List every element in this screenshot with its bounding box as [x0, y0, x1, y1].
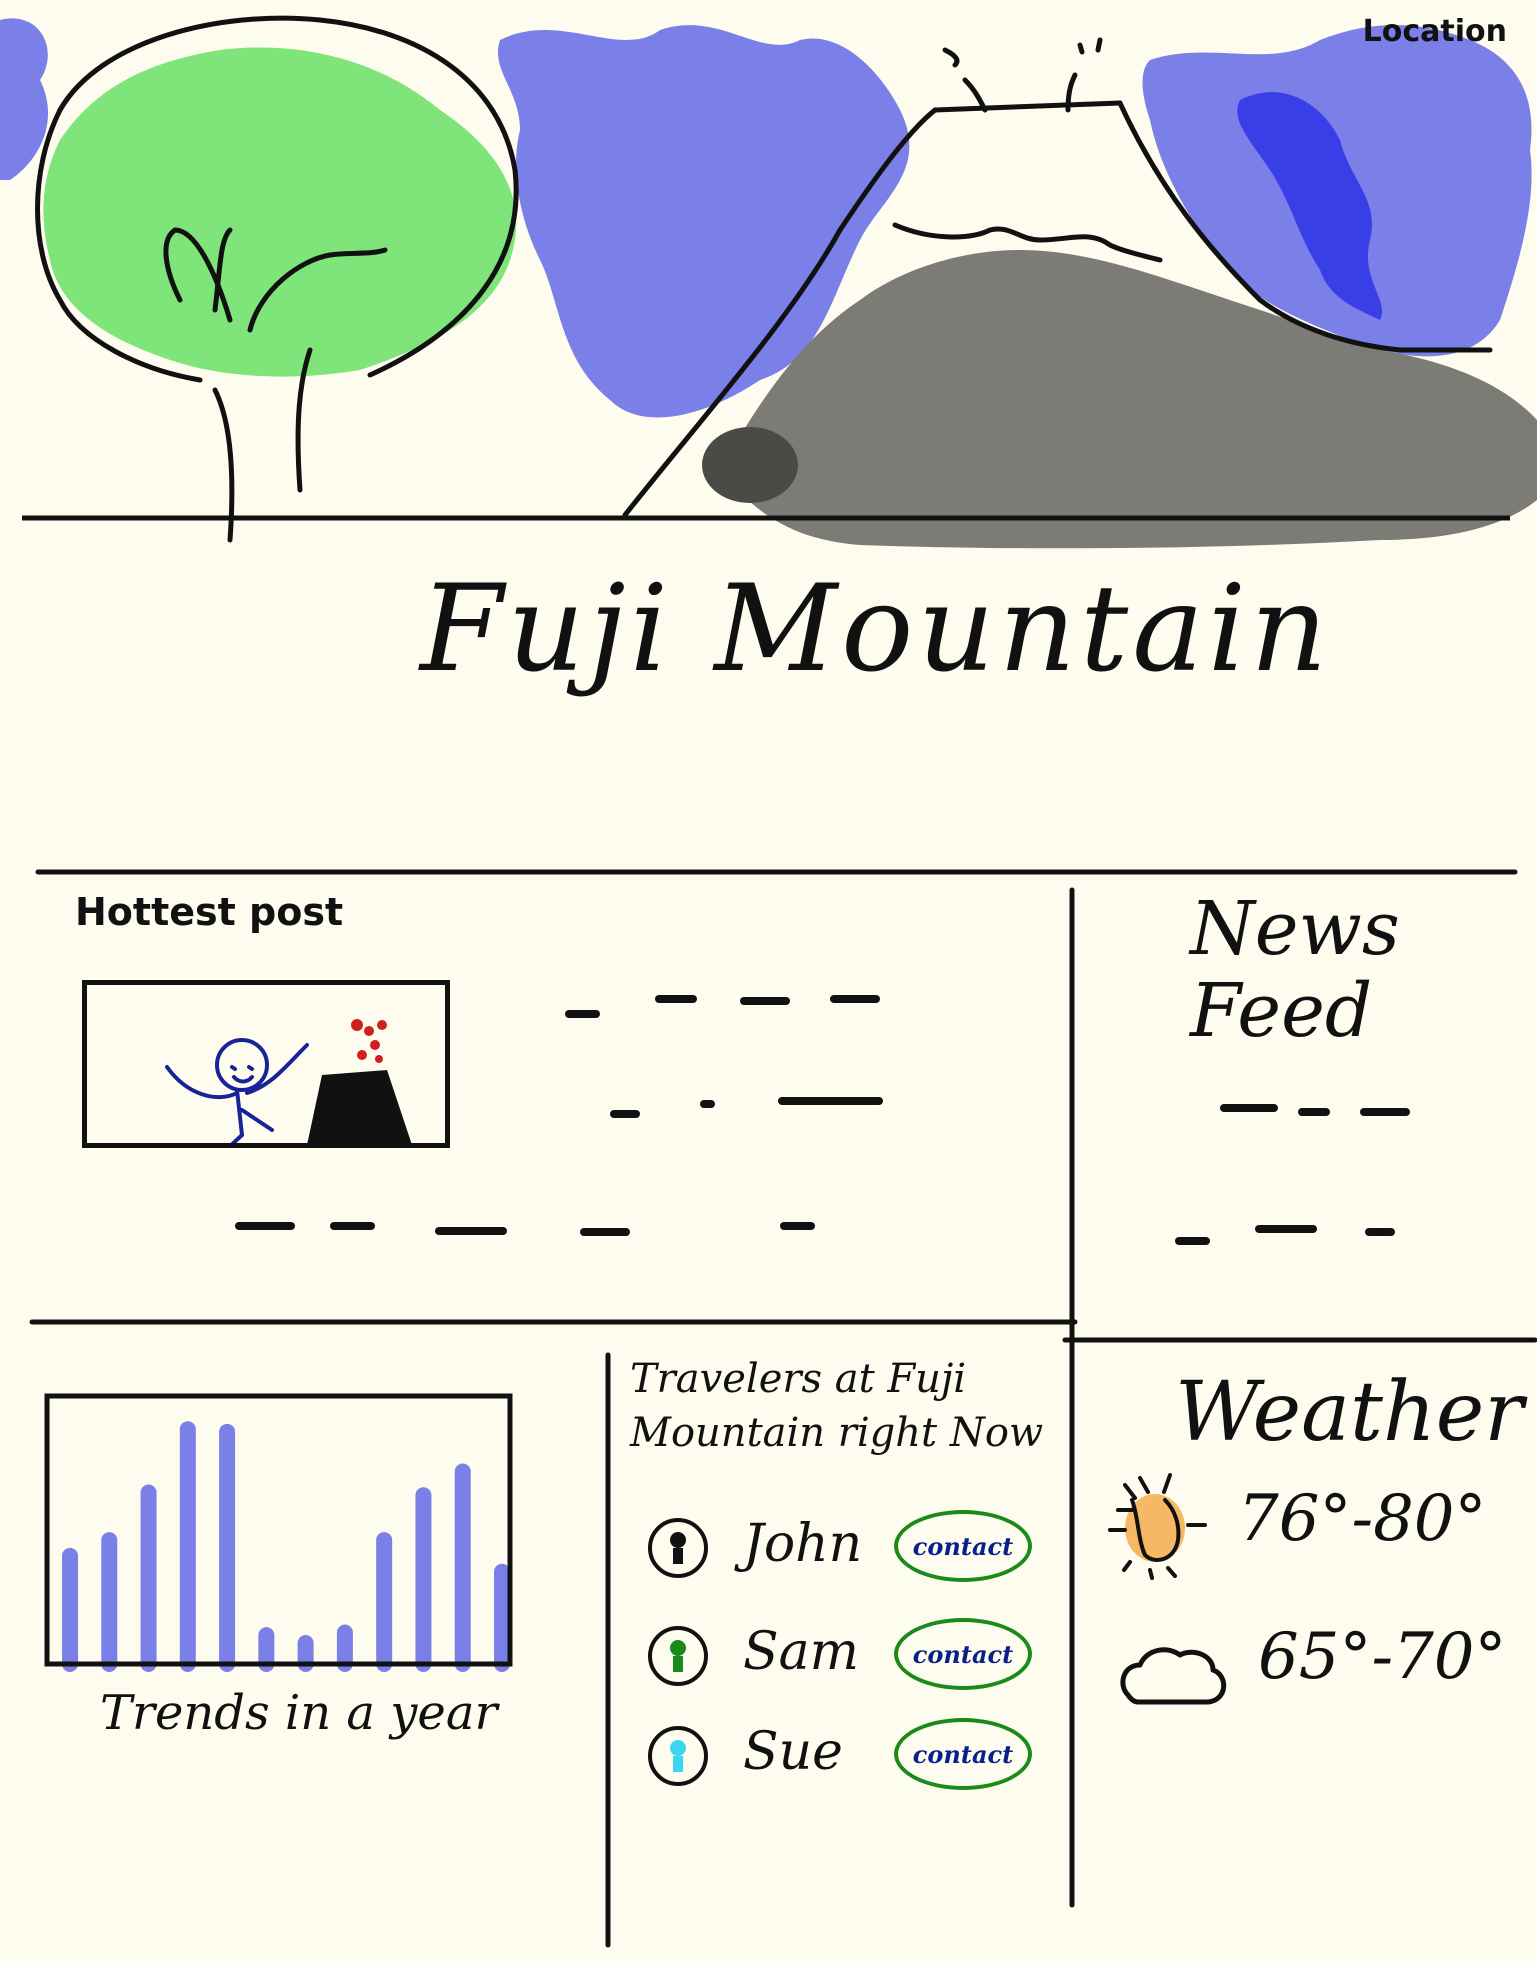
travelers-title-line1: Travelers at Fuji: [630, 1356, 967, 1402]
person-icon: [670, 1640, 686, 1672]
trend-bar: [454, 1463, 471, 1672]
trend-bar: [415, 1487, 432, 1672]
page-title: Fuji Mountain: [420, 560, 1332, 699]
traveler-name: John: [743, 1514, 863, 1574]
traveler-row: Sam contact: [648, 1618, 1048, 1698]
news-feed-title-line1: News: [1190, 886, 1400, 972]
news-feed-title: News Feed: [1190, 888, 1400, 1052]
weather-title: Weather: [1175, 1365, 1524, 1460]
trend-bars: [62, 1421, 510, 1672]
contact-button[interactable]: contact: [894, 1718, 1032, 1790]
weather-temp-range: 65°-70°: [1258, 1620, 1507, 1694]
news-feed-title-line2: Feed: [1190, 968, 1373, 1054]
sun-icon: [1108, 1473, 1207, 1580]
traveler-avatar[interactable]: [648, 1726, 708, 1786]
trend-bar: [179, 1421, 196, 1672]
tree-outline: [35, 15, 519, 543]
sky-dark-scribble: [1237, 92, 1383, 320]
trends-label: Trends in a year: [100, 1685, 498, 1741]
weather-temp-range: 76°-80°: [1238, 1482, 1487, 1556]
person-icon: [670, 1740, 686, 1772]
travelers-title-line2: Mountain right Now: [630, 1410, 1044, 1456]
trend-bar: [336, 1624, 353, 1672]
tree-foliage: [43, 47, 517, 377]
traveler-name: Sam: [743, 1622, 859, 1682]
mountain-icon: [622, 37, 1537, 549]
trends-chart[interactable]: [40, 1390, 520, 1690]
hero-banner: [0, 15, 1537, 549]
contact-button[interactable]: contact: [894, 1510, 1032, 1582]
cloud-icon: [1120, 1647, 1227, 1705]
person-icon: [670, 1532, 686, 1564]
traveler-avatar[interactable]: [648, 1626, 708, 1686]
trend-bar: [258, 1627, 275, 1672]
hottest-post-label: Hottest post: [75, 890, 344, 934]
hiker-volcano-illustration: [165, 1019, 412, 1165]
trend-bar: [140, 1484, 157, 1672]
trends-chart-frame: [44, 1393, 513, 1667]
traveler-name: Sue: [743, 1722, 843, 1782]
travelers-title: Travelers at Fuji Mountain right Now: [630, 1352, 1043, 1460]
trend-bar: [219, 1423, 236, 1672]
hottest-post-image[interactable]: [82, 980, 450, 1165]
traveler-row: Sue contact: [648, 1718, 1048, 1798]
contact-button[interactable]: contact: [894, 1618, 1032, 1690]
traveler-avatar[interactable]: [648, 1518, 708, 1578]
trend-bar: [376, 1532, 393, 1672]
trend-bar: [62, 1547, 78, 1672]
trend-bar: [494, 1563, 510, 1672]
location-label[interactable]: Location: [1362, 14, 1507, 49]
trend-bar: [101, 1532, 118, 1672]
traveler-row: John contact: [648, 1510, 1048, 1590]
